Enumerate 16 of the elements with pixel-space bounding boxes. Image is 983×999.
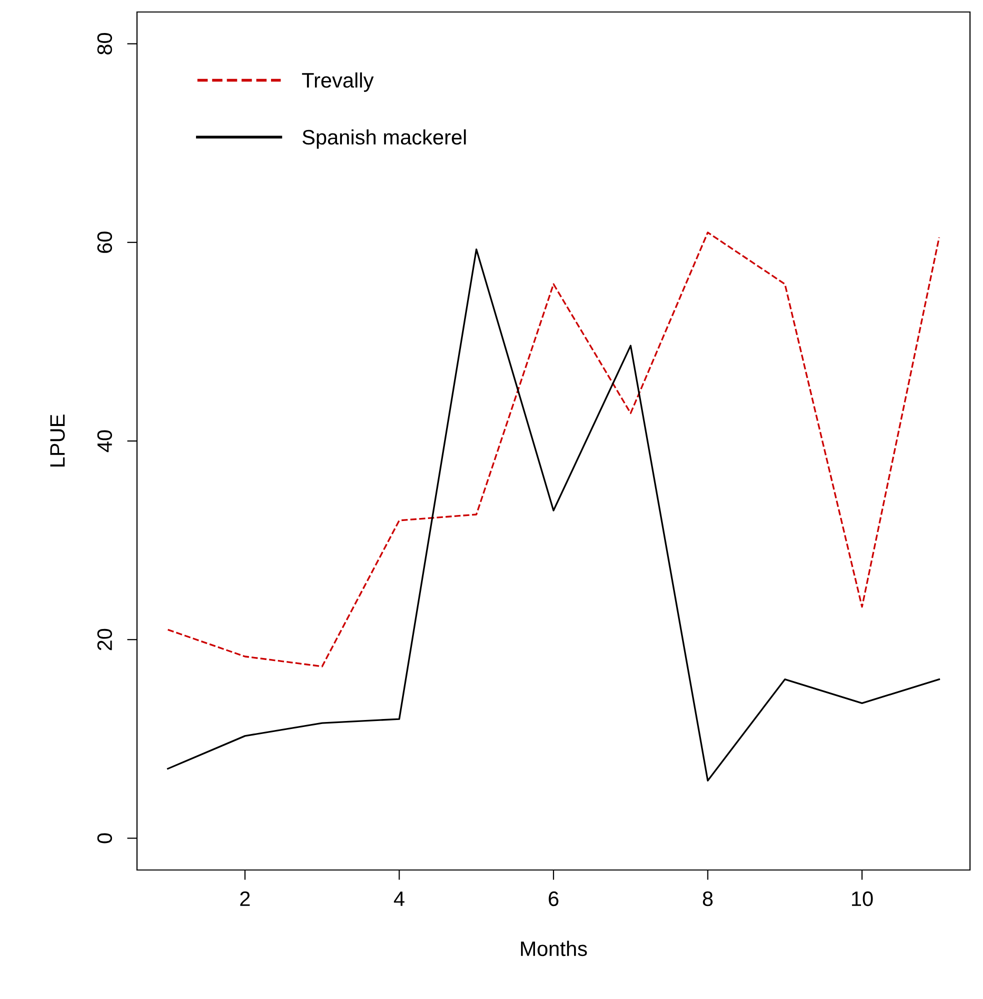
y-axis-title: LPUE [50,414,65,467]
line-series [167,232,940,668]
line-series [167,248,940,782]
y-tick-label: 20 [97,628,112,650]
legend-label: Spanish mackerel [302,129,466,149]
x-axis-title: Months [521,940,587,956]
legend-label: Trevally [302,72,374,92]
x-tick-label: 10 [852,891,873,906]
x-tick-label: 4 [394,892,404,906]
x-tick-label: 2 [240,891,250,906]
y-tick-label: 80 [97,33,112,54]
x-tick-label: 8 [702,891,713,906]
x-tick-label: 6 [548,891,558,906]
y-tick-label: 40 [97,430,112,452]
y-tick-label: 60 [97,232,112,253]
y-tick-label: 0 [97,833,112,844]
